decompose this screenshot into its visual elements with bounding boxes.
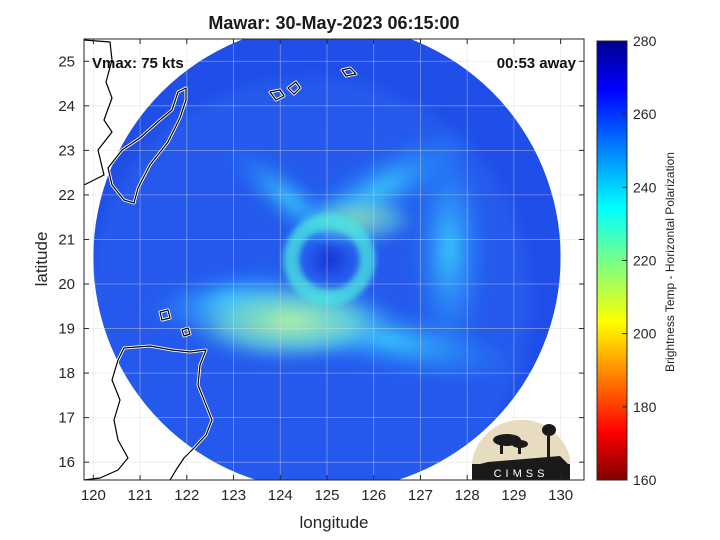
colorbar-tick-label: 220: [633, 253, 657, 269]
x-tick-label: 130: [548, 487, 573, 504]
colorbar: 160 180 200 220 240 260 280 Brightness Temp - …: [596, 33, 677, 488]
colorbar-tick-label: 200: [633, 326, 657, 342]
x-tick-label: 120: [81, 487, 106, 504]
y-tick-label: 17: [58, 410, 75, 427]
y-tick-label: 16: [58, 454, 75, 471]
y-tick-label: 24: [58, 98, 75, 115]
chart-title: Mawar: 30-May-2023 06:15:00: [208, 13, 459, 33]
cimss-logo-text: CIMSS: [494, 468, 549, 480]
y-tick-label: 18: [58, 365, 75, 382]
y-tick-label: 20: [58, 276, 75, 293]
cimss-logo: CIMSS: [472, 419, 570, 480]
x-axis-label: longitude: [299, 513, 368, 532]
x-tick-label: 126: [361, 487, 386, 504]
x-tick-label: 121: [128, 487, 153, 504]
y-tick-label: 19: [58, 321, 75, 338]
x-tick-label: 129: [501, 487, 526, 504]
vmax-annotation: Vmax: 75 kts: [92, 55, 184, 72]
y-axis-label: latitude: [32, 232, 51, 287]
colorbar-tick-label: 260: [633, 106, 657, 122]
colorbar-tick-label: 180: [633, 399, 657, 415]
y-tick-label: 21: [58, 231, 75, 248]
colorbar-tick-label: 160: [633, 472, 657, 488]
y-tick-label: 25: [58, 53, 75, 70]
x-tick-label: 123: [221, 487, 246, 504]
grid-lines: [84, 39, 584, 480]
coastlines: [84, 39, 358, 480]
y-tick-label: 22: [58, 187, 75, 204]
colorbar-label: Brightness Temp - Horizontal Polarizatio…: [663, 152, 677, 372]
axis-ticks: 120 121 122 123 124 125 126 127 128 129 130 16 17 18 1…: [58, 39, 584, 504]
axes-frame: [83, 38, 585, 481]
y-tick-label: 23: [58, 142, 75, 159]
x-tick-label: 128: [455, 487, 480, 504]
x-tick-label: 125: [314, 487, 339, 504]
x-tick-label: 127: [408, 487, 433, 504]
time-away-annotation: 00:53 away: [497, 55, 577, 72]
x-tick-label: 124: [268, 487, 293, 504]
colorbar-tick-label: 280: [633, 33, 657, 49]
colorbar-tick-label: 240: [633, 179, 657, 195]
x-tick-label: 122: [174, 487, 199, 504]
